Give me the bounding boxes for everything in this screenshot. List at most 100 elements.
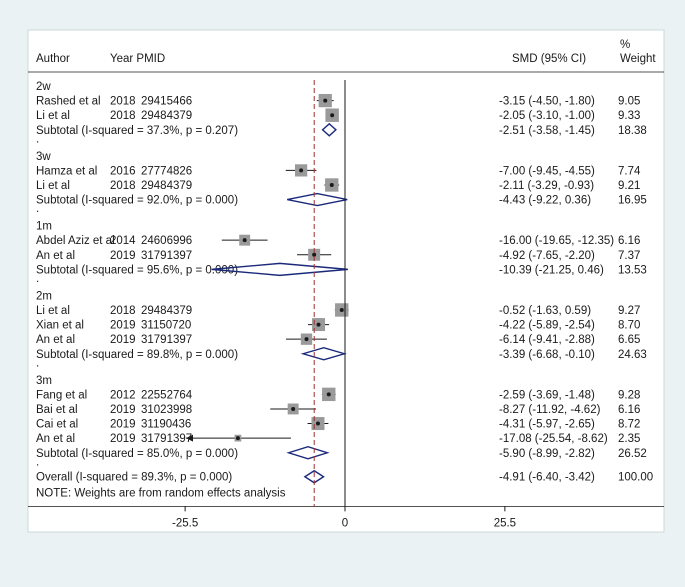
- study-ci: -4.31 (-5.97, -2.65): [499, 419, 595, 431]
- study-point: [323, 98, 328, 103]
- subtotal-label: Subtotal (I-squared = 92.0%, p = 0.000): [36, 195, 238, 207]
- study-weight: 6.16: [618, 404, 640, 416]
- study-weight: 8.70: [618, 320, 640, 332]
- subtotal-label: Subtotal (I-squared = 89.8%, p = 0.000): [36, 349, 238, 361]
- subtotal-ci: -4.43 (-9.22, 0.36): [499, 195, 591, 207]
- subtotal-weight: 18.38: [618, 125, 647, 137]
- subtotal-weight: 13.53: [618, 264, 647, 276]
- study-year: 2012: [110, 389, 136, 401]
- study-year: 2019: [110, 320, 136, 332]
- subtotal-ci: -5.90 (-8.99, -2.82): [499, 448, 595, 460]
- study-year: 2014: [110, 235, 136, 247]
- study-author: An et al: [36, 433, 75, 445]
- header-year-pmid: Year PMID: [110, 53, 165, 65]
- group-label: 2w: [36, 81, 51, 93]
- study-year: 2018: [110, 180, 136, 192]
- study-ci: -2.59 (-3.69, -1.48): [499, 389, 595, 401]
- spacer-dot: .: [36, 456, 39, 468]
- study-weight: 8.72: [618, 419, 640, 431]
- study-pmid: 29484379: [141, 305, 192, 317]
- study-point: [326, 392, 331, 397]
- study-weight: 9.21: [618, 180, 640, 192]
- study-pmid: 31791397: [141, 334, 192, 346]
- forest-rows: 2w Rashed et al 2018 29415466 -3.15 (-4.50, …: [36, 81, 653, 499]
- study-point: [316, 322, 321, 327]
- study-point: [299, 168, 304, 173]
- study-weight: 9.27: [618, 305, 640, 317]
- study-author: Abdel Aziz et al: [36, 235, 115, 247]
- table-header: Author Year PMID SMD (95% CI) % Weight: [36, 39, 656, 65]
- header-author: Author: [36, 53, 70, 65]
- subtotal-ci: -2.51 (-3.58, -1.45): [499, 125, 595, 137]
- study-year: 2019: [110, 433, 136, 445]
- study-weight: 6.65: [618, 334, 640, 346]
- study-point: [312, 252, 317, 257]
- overall-ci: -4.91 (-6.40, -3.42): [499, 472, 595, 484]
- subtotal-weight: 26.52: [618, 448, 647, 460]
- study-ci: -4.22 (-5.89, -2.54): [499, 320, 595, 332]
- study-pmid: 29415466: [141, 96, 192, 108]
- study-weight: 9.33: [618, 110, 640, 122]
- study-pmid: 31190436: [141, 419, 191, 431]
- group-label: 3m: [36, 375, 52, 387]
- study-year: 2018: [110, 96, 136, 108]
- study-ci: -6.14 (-9.41, -2.88): [499, 334, 595, 346]
- subtotal-label: Subtotal (I-squared = 37.3%, p = 0.207): [36, 125, 238, 137]
- study-year: 2019: [110, 250, 136, 262]
- header-weight: Weight: [620, 53, 656, 65]
- group-label: 2m: [36, 290, 52, 302]
- study-pmid: 24606996: [141, 235, 192, 247]
- study-author: Fang et al: [36, 389, 87, 401]
- study-ci: -2.05 (-3.10, -1.00): [499, 110, 595, 122]
- study-ci: -3.15 (-4.50, -1.80): [499, 96, 595, 108]
- study-point: [330, 113, 335, 118]
- study-author: An et al: [36, 250, 75, 262]
- study-point: [235, 436, 240, 441]
- study-author: Cai et al: [36, 419, 78, 431]
- study-author: Li et al: [36, 305, 70, 317]
- study-author: Xian et al: [36, 320, 84, 332]
- study-point: [242, 238, 247, 243]
- header-smd: SMD (95% CI): [512, 53, 586, 65]
- x-axis: -25.5 0 25.5: [28, 80, 664, 529]
- spacer-dot: .: [36, 133, 39, 145]
- study-pmid: 22552764: [141, 389, 193, 401]
- study-point: [291, 406, 296, 411]
- study-pmid: 29484379: [141, 110, 192, 122]
- spacer-dot: .: [36, 357, 39, 369]
- subtotal-label: Subtotal (I-squared = 85.0%, p = 0.000): [36, 448, 238, 460]
- study-weight: 7.37: [618, 250, 640, 262]
- study-pmid: 31791397: [141, 433, 192, 445]
- study-year: 2019: [110, 334, 136, 346]
- study-pmid: 31023998: [141, 404, 192, 416]
- subtotal-diamond: [286, 446, 330, 460]
- study-ci: -17.08 (-25.54, -8.62): [499, 433, 608, 445]
- study-weight: 2.35: [618, 433, 640, 445]
- spacer-dot: .: [36, 273, 39, 285]
- study-author: Bai et al: [36, 404, 78, 416]
- study-weight: 6.16: [618, 235, 640, 247]
- group-label: 1m: [36, 221, 52, 233]
- study-ci: -0.52 (-1.63, 0.59): [499, 305, 591, 317]
- study-point: [315, 421, 320, 426]
- study-weight: 9.05: [618, 96, 640, 108]
- subtotal-diamond: [287, 192, 348, 207]
- header-percent: %: [620, 39, 630, 51]
- subtotal-ci: -10.39 (-21.25, 0.46): [499, 264, 604, 276]
- subtotal-diamond: [300, 347, 347, 361]
- subtotal-diamond: [211, 262, 348, 277]
- study-weight: 7.74: [618, 165, 641, 177]
- subtotal-weight: 24.63: [618, 349, 647, 361]
- axis-tick-label: 0: [342, 517, 348, 529]
- axis-tick-label: -25.5: [172, 517, 198, 529]
- study-author: Hamza et al: [36, 165, 97, 177]
- subtotal-weight: 16.95: [618, 195, 647, 207]
- study-pmid: 27774826: [141, 165, 192, 177]
- study-ci: -7.00 (-9.45, -4.55): [499, 165, 595, 177]
- study-pmid: 31150720: [141, 320, 191, 332]
- study-ci: -2.11 (-3.29, -0.93): [499, 180, 594, 192]
- study-author: Rashed et al: [36, 96, 101, 108]
- study-author: An et al: [36, 334, 75, 346]
- subtotal-diamond: [321, 122, 337, 137]
